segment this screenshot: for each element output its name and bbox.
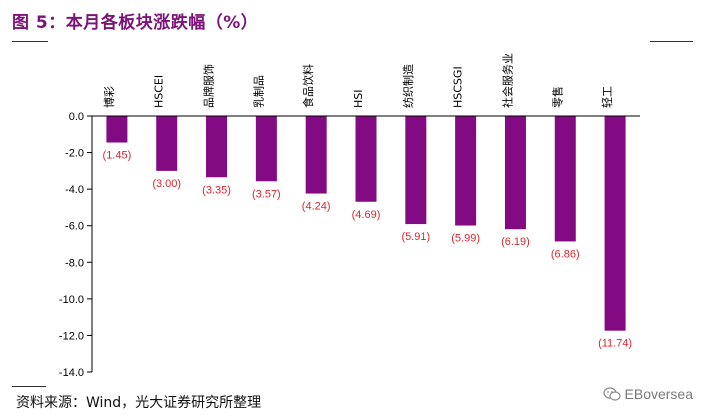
bar: [355, 116, 377, 202]
source-note: 资料来源：Wind，光大证券研究所整理: [16, 395, 262, 411]
y-tick-label: -4.0: [65, 184, 84, 196]
title-rule-right: [650, 41, 693, 42]
bar: [255, 116, 277, 182]
bar: [405, 116, 427, 225]
y-tick-label: -2.0: [65, 148, 84, 160]
category-label: 轻工: [600, 86, 614, 108]
y-tick-label: 0.0: [69, 111, 84, 123]
y-axis: 0.0 -2.0 -4.0 -6.0 -8.0 -10.0 -12.0 -14.0: [59, 111, 93, 379]
title-rule-left: [12, 41, 48, 42]
data-label: (5.99): [451, 233, 480, 245]
category-label: 品牌服饰: [202, 64, 216, 108]
data-label: (3.35): [202, 184, 231, 196]
category-label: HSCSGI: [452, 66, 465, 108]
data-label: (3.57): [252, 188, 281, 200]
bar: [106, 116, 128, 143]
category-label: 纺织制造: [401, 64, 415, 108]
category-label: 食品饮料: [301, 64, 315, 108]
y-tick-label: -14.0: [59, 367, 84, 379]
bar: [305, 116, 327, 194]
bar: [604, 116, 626, 331]
bar: [455, 116, 477, 226]
category-label: 零售: [550, 86, 564, 108]
y-tick-label: -8.0: [65, 257, 84, 269]
data-label: (4.24): [302, 201, 331, 213]
watermark: EBoversea: [602, 386, 693, 402]
bar: [206, 116, 228, 178]
data-label: (1.45): [103, 150, 132, 162]
category-label: HSCEI: [153, 75, 166, 108]
data-label: (4.69): [352, 209, 381, 221]
chart-title: 图 5：本月各板块涨跌幅（%）: [12, 13, 259, 33]
data-labels: (1.45) (3.00) (3.35) (3.57) (4.24) (4.69) (5.9…: [103, 150, 633, 350]
data-label: (5.91): [401, 231, 430, 243]
category-label: HSI: [352, 90, 365, 109]
y-tick-label: -6.0: [65, 221, 84, 233]
data-label: (6.86): [551, 248, 580, 260]
bar: [554, 116, 576, 242]
data-label: (3.00): [152, 178, 181, 190]
category-label: 社会服务业: [500, 53, 514, 108]
watermark-text: EBoversea: [624, 386, 693, 402]
y-tick-label: -10.0: [59, 294, 84, 306]
category-labels: 博彩 HSCEI 品牌服饰 乳制品 食品饮料 HSI 纺织制造 HSCSGI 社会服务业零售 轻工: [103, 53, 614, 108]
category-label: 博彩: [103, 86, 116, 108]
wechat-icon: [602, 387, 621, 401]
data-label: (11.74): [598, 338, 632, 350]
bars: [106, 116, 626, 331]
bar: [156, 116, 178, 171]
y-tick-label: -12.0: [59, 330, 84, 342]
source-rule: [12, 386, 46, 387]
category-label: 乳制品: [252, 75, 265, 108]
data-label: (6.19): [501, 236, 530, 248]
bar: [504, 116, 526, 230]
